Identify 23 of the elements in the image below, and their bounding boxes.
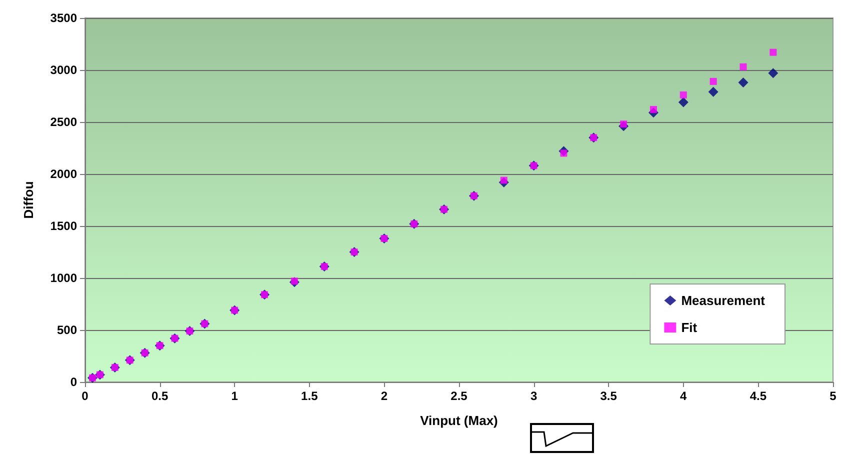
y-tick-label: 0 [70,375,78,389]
x-tick-label: 1 [231,389,238,403]
y-tick-label: 2000 [50,167,78,181]
x-tick-label: 3.5 [600,389,618,403]
y-tick-label: 500 [56,323,78,337]
x-tick-label: 0.5 [151,389,168,403]
x-tick-label: 5 [830,389,837,403]
y-tick-label: 1000 [50,271,78,285]
legend-label: Fit [681,320,698,335]
x-tick-label: 0 [82,389,89,403]
y-axis-title: Diffou [21,181,36,219]
y-tick-label: 3000 [50,63,78,77]
y-tick-label: 2500 [50,115,78,129]
x-tick-label: 4.5 [750,389,767,403]
x-tick-label: 2 [380,389,388,403]
x-tick-label: 3 [530,389,538,403]
legend-label: Measurement [681,293,766,308]
y-tick-label: 1500 [50,219,78,233]
x-tick-label: 4 [680,389,688,403]
x-tick-label: 1.5 [301,389,318,403]
x-axis-title: Vinput (Max) [420,413,498,428]
y-tick-label: 3500 [50,11,78,25]
x-tick-label: 2.5 [450,389,468,403]
